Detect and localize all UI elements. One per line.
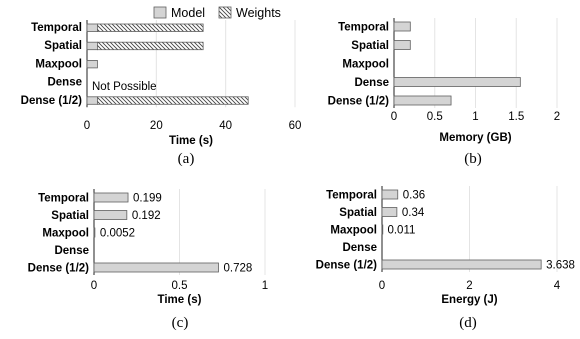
panel-b: Temporal Spatial Maxpool Dense Dense (1/2)0 0… <box>328 18 560 167</box>
bar-weights <box>97 41 204 51</box>
bar <box>381 189 399 200</box>
x-tick-label: 0.5 <box>172 280 188 292</box>
bar <box>93 210 128 220</box>
x-tick-label: 2 <box>554 111 560 123</box>
panel-caption: (a) <box>178 151 195 167</box>
bar <box>381 207 398 217</box>
category-label: Temporal <box>31 22 82 34</box>
data-label: 0.0052 <box>100 228 135 240</box>
bar <box>393 21 411 32</box>
x-tick-label: 60 <box>289 120 302 132</box>
legend-swatch-model <box>153 6 167 19</box>
x-tick-label: 1 <box>472 111 478 123</box>
bar-model <box>86 23 98 32</box>
bar-model <box>86 60 98 69</box>
bar <box>393 95 452 106</box>
category-label: Spatial <box>351 40 389 52</box>
legend-label-model: Model <box>171 6 205 20</box>
category-label: Dense (1/2) <box>28 263 90 275</box>
data-label: 0.011 <box>387 225 415 237</box>
bar <box>93 227 96 238</box>
legend-label-weights: Weights <box>236 6 281 20</box>
category-label: Dense <box>54 245 89 257</box>
x-tick-label: 0 <box>84 120 90 132</box>
category-label: Spatial <box>51 210 89 222</box>
legend: Model Weights <box>153 6 281 20</box>
category-label: Maxpool <box>42 228 89 240</box>
category-label: Maxpool <box>330 225 377 237</box>
bar <box>93 262 219 273</box>
annotation-label: Not Possible <box>92 81 157 93</box>
x-axis-label: Energy (J) <box>441 294 497 306</box>
bar <box>381 259 542 270</box>
data-label: 0.728 <box>223 263 252 275</box>
x-tick-label: 0 <box>91 280 97 292</box>
data-label: 0.199 <box>133 193 162 205</box>
x-tick-label: 1.5 <box>508 111 524 123</box>
category-label: Dense <box>342 242 377 254</box>
category-label: Dense <box>354 77 389 89</box>
x-tick-label: 1 <box>262 280 268 292</box>
x-tick-label: 0.5 <box>427 111 443 123</box>
category-label: Spatial <box>339 207 377 219</box>
category-label: Maxpool <box>342 59 389 71</box>
bar-model <box>86 96 98 105</box>
category-label: Dense (1/2) <box>21 95 83 107</box>
x-tick-label: 20 <box>150 120 163 132</box>
category-label: Dense (1/2) <box>316 260 378 272</box>
x-axis-label: Time (s) <box>158 294 202 306</box>
category-label: Temporal <box>338 22 389 34</box>
bar <box>393 40 411 50</box>
bar <box>381 224 384 235</box>
x-tick-label: 40 <box>219 120 232 132</box>
x-tick-label: 4 <box>554 280 561 292</box>
bar <box>393 77 521 87</box>
data-label: 3.638 <box>546 260 575 272</box>
panel-caption: (b) <box>464 151 482 167</box>
data-label: 0.192 <box>132 210 161 222</box>
x-tick-label: 0 <box>379 280 385 292</box>
bar-model <box>86 41 98 51</box>
bar-weights <box>97 96 249 105</box>
panel-a: Temporal Spatial Maxpool Dense Dense (1/2) No… <box>21 20 302 167</box>
panel-d: Temporal 0.36 Spatial 0.34 Maxpool 0.011 Dense… <box>316 186 575 331</box>
bar-weights <box>97 23 204 32</box>
category-label: Dense <box>47 77 82 89</box>
legend-swatch-weights <box>218 6 232 19</box>
data-label: 0.34 <box>402 207 425 219</box>
category-label: Dense (1/2) <box>328 96 390 108</box>
category-label: Maxpool <box>35 58 82 70</box>
panel-caption: (d) <box>459 315 477 331</box>
x-axis-label: Memory (GB) <box>439 132 511 144</box>
data-label: 0.36 <box>403 190 425 202</box>
category-label: Temporal <box>326 190 377 202</box>
x-axis-label: Time (s) <box>169 135 213 147</box>
category-label: Temporal <box>38 193 89 205</box>
panel-caption: (c) <box>172 315 189 331</box>
bar <box>93 192 129 203</box>
category-label: Spatial <box>44 40 82 52</box>
x-tick-label: 2 <box>466 280 472 292</box>
panel-c: Temporal 0.199 Spatial 0.192 Maxpool 0.0052 De… <box>28 189 268 331</box>
x-tick-label: 0 <box>391 111 397 123</box>
